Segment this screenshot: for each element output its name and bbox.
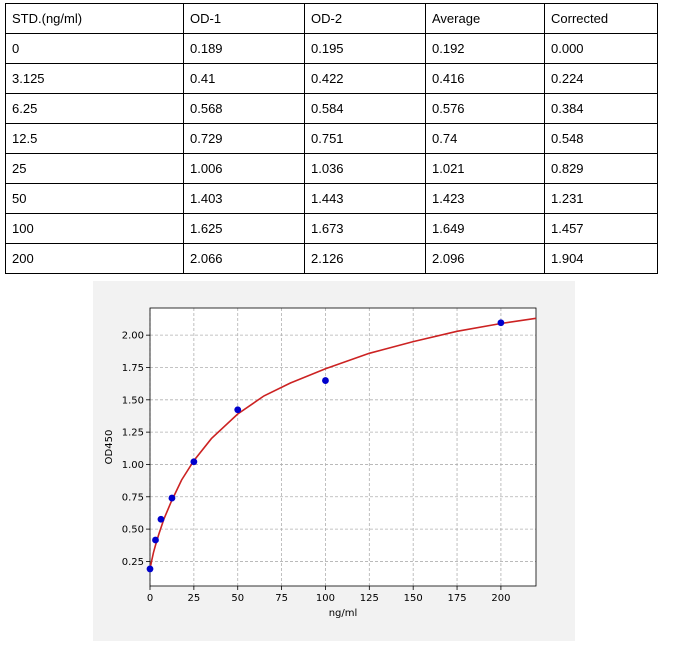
y-tick-label: 1.00 xyxy=(122,460,144,471)
header-std: STD.(ng/ml) xyxy=(5,3,184,34)
table-row: 25 1.006 1.036 1.021 0.829 xyxy=(5,153,658,184)
cell-corrected: 0.829 xyxy=(544,153,658,184)
cell-od2: 0.422 xyxy=(304,63,426,94)
data-point xyxy=(152,536,159,544)
header-od1: OD-1 xyxy=(183,3,305,34)
cell-od1: 0.729 xyxy=(183,123,305,154)
cell-average: 1.021 xyxy=(425,153,545,184)
data-point xyxy=(497,319,505,327)
cell-average: 2.096 xyxy=(425,243,545,274)
cell-corrected: 0.224 xyxy=(544,63,658,94)
cell-od2: 1.036 xyxy=(304,153,426,184)
fit-curve-line xyxy=(149,317,537,570)
y-tick-label: 1.75 xyxy=(122,363,144,374)
plot-area xyxy=(150,308,536,586)
x-axis-label: ng/ml xyxy=(329,608,358,619)
cell-od2: 1.673 xyxy=(304,213,426,244)
y-tick-label: 1.25 xyxy=(122,428,144,439)
cell-corrected: 0.384 xyxy=(544,93,658,124)
cell-od1: 0.189 xyxy=(183,33,305,64)
cell-std: 12.5 xyxy=(5,123,184,154)
x-tick-label: 0 xyxy=(147,593,153,604)
cell-od1: 2.066 xyxy=(183,243,305,274)
cell-std: 100 xyxy=(5,213,184,244)
cell-average: 1.649 xyxy=(425,213,545,244)
standard-curve-table: STD.(ng/ml) OD-1 OD-2 Average Corrected … xyxy=(5,3,658,274)
y-axis-label: OD450 xyxy=(104,430,115,465)
cell-od2: 0.584 xyxy=(304,93,426,124)
cell-average: 0.74 xyxy=(425,123,545,154)
table-row: 3.125 0.41 0.422 0.416 0.224 xyxy=(5,63,658,94)
cell-od2: 1.443 xyxy=(304,183,426,214)
table-row: 12.5 0.729 0.751 0.74 0.548 xyxy=(5,123,658,154)
chart-svg: 0 25 50 75 100 125 150 175 200 0.25 0.50 0.75 1.00 1.… xyxy=(104,307,537,619)
header-corrected: Corrected xyxy=(544,3,658,34)
cell-average: 0.416 xyxy=(425,63,545,94)
data-point xyxy=(146,565,154,573)
cell-od2: 0.751 xyxy=(304,123,426,154)
cell-corrected: 0.548 xyxy=(544,123,658,154)
y-tick-label: 0.50 xyxy=(122,525,144,536)
cell-average: 0.576 xyxy=(425,93,545,124)
standard-curve-chart: 0 25 50 75 100 125 150 175 200 0.25 0.50 0.75 1.00 1.… xyxy=(93,281,575,641)
y-tick-label: 1.50 xyxy=(122,395,144,406)
y-tick-label: 0.25 xyxy=(122,557,144,568)
cell-corrected: 0.000 xyxy=(544,33,658,64)
x-tick-label: 150 xyxy=(404,593,423,604)
data-point xyxy=(190,458,198,466)
cell-average: 1.423 xyxy=(425,183,545,214)
data-point xyxy=(322,377,329,384)
cell-corrected: 1.904 xyxy=(544,243,658,274)
cell-corrected: 1.231 xyxy=(544,183,658,214)
table-row: 6.25 0.568 0.584 0.576 0.384 xyxy=(5,93,658,124)
y-tick-label: 2.00 xyxy=(122,331,144,342)
cell-average: 0.192 xyxy=(425,33,545,64)
x-tick-label: 200 xyxy=(491,593,510,604)
x-tick-label: 75 xyxy=(275,593,288,604)
cell-od2: 0.195 xyxy=(304,33,426,64)
x-tick-label: 100 xyxy=(316,593,335,604)
cell-std: 25 xyxy=(5,153,184,184)
cell-od1: 1.403 xyxy=(183,183,305,214)
x-tick-label: 25 xyxy=(187,593,200,604)
cell-od1: 0.568 xyxy=(183,93,305,124)
data-point xyxy=(234,406,242,414)
cell-std: 50 xyxy=(5,183,184,214)
cell-od1: 1.625 xyxy=(183,213,305,244)
x-tick-label: 50 xyxy=(231,593,244,604)
table-row: 0 0.189 0.195 0.192 0.000 xyxy=(5,33,658,64)
cell-std: 0 xyxy=(5,33,184,64)
cell-od2: 2.126 xyxy=(304,243,426,274)
cell-std: 3.125 xyxy=(5,63,184,94)
data-point xyxy=(168,494,176,502)
table-row: 50 1.403 1.443 1.423 1.231 xyxy=(5,183,658,214)
cell-od1: 1.006 xyxy=(183,153,305,184)
plot-frame xyxy=(149,307,537,587)
table-row: 200 2.066 2.126 2.096 1.904 xyxy=(5,243,658,274)
header-average: Average xyxy=(425,3,545,34)
cell-std: 200 xyxy=(5,243,184,274)
data-point xyxy=(157,515,165,523)
cell-od1: 0.41 xyxy=(183,63,305,94)
cell-corrected: 1.457 xyxy=(544,213,658,244)
cell-std: 6.25 xyxy=(5,93,184,124)
y-tick-label: 0.75 xyxy=(122,492,144,503)
table-header-row: STD.(ng/ml) OD-1 OD-2 Average Corrected xyxy=(5,3,658,34)
table-row: 100 1.625 1.673 1.649 1.457 xyxy=(5,213,658,244)
header-od2: OD-2 xyxy=(304,3,426,34)
table-body: STD.(ng/ml) OD-1 OD-2 Average Corrected … xyxy=(5,3,658,274)
x-tick-label: 125 xyxy=(360,593,379,604)
x-tick-label: 175 xyxy=(447,593,466,604)
